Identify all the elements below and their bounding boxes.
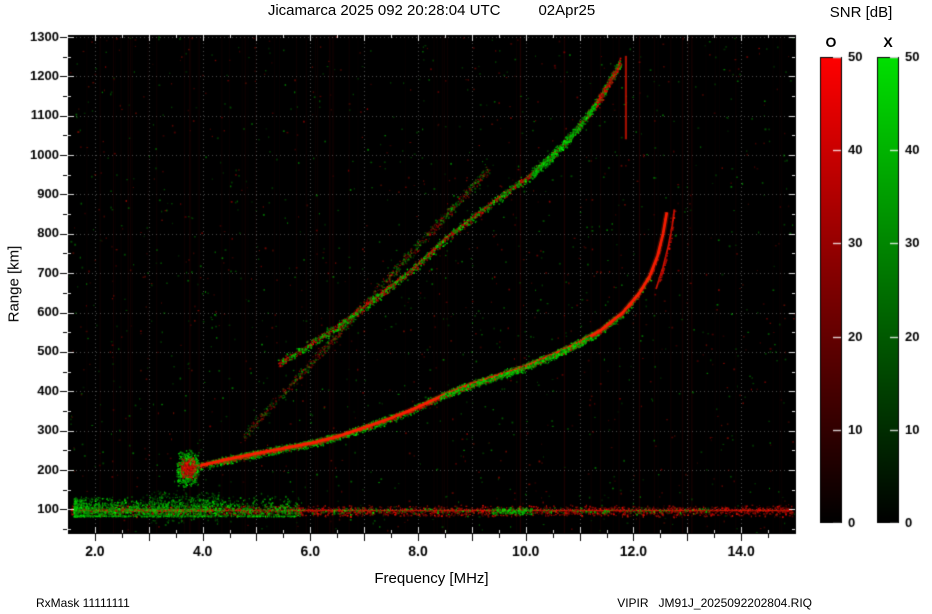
title-text: Jicamarca 2025 092 20:28:04 UTC [267, 2, 501, 19]
rxmask-label: RxMask 11111111 [36, 596, 130, 610]
colorbar-x-label: X [883, 34, 893, 50]
y-axis-label: Range [km] [5, 245, 23, 323]
plot-title: Jicamarca 2025 092 20:28:04 UTC 02Apr25 [68, 2, 795, 19]
colorbar-o-label: O [825, 34, 837, 50]
colorbar-title: SNR [dB] [829, 4, 893, 21]
x-axis-label: Frequency [MHz] [374, 570, 489, 587]
title-date: 02Apr25 [538, 2, 596, 19]
filename-label: JM91J_2025092202804.RIQ [658, 596, 812, 610]
file-info: VIPIR JM91J_2025092202804.RIQ [617, 596, 812, 610]
vipir-label: VIPIR [617, 596, 649, 610]
